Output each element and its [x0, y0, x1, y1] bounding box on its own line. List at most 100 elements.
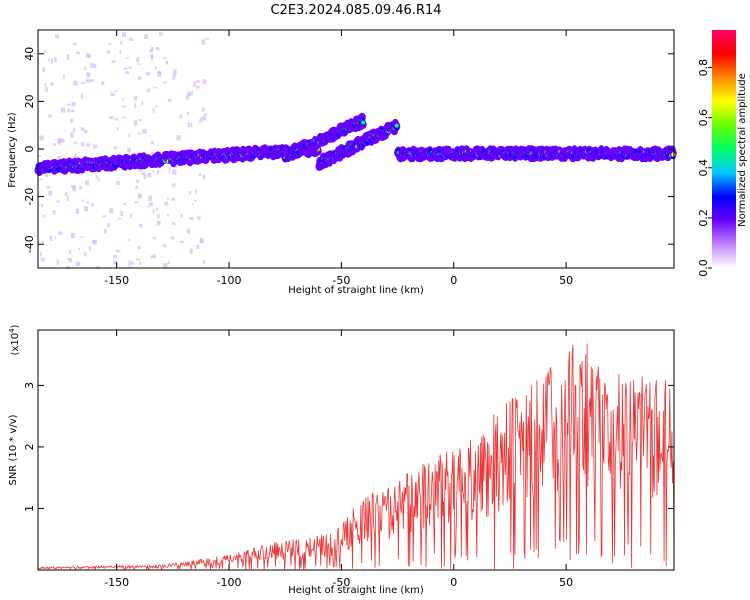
spectrogram-speckle	[202, 260, 206, 264]
spectrogram-speckle	[138, 261, 142, 265]
spectrogram-speckle	[166, 214, 169, 217]
colorbar-ticks: 0.0 0.2 0.4 0.6 0.8	[697, 59, 712, 277]
spectrogram-speckle	[137, 76, 142, 80]
spectrogram-panel: -150 -100 -50 0 50 40 20 0 -20 -40 Height of str…	[7, 29, 677, 296]
colorbar-tick-label: 0.6	[697, 109, 710, 127]
spectrogram-speckle	[157, 214, 160, 219]
spectrogram-speckle	[48, 114, 52, 118]
spectrogram-speckle	[119, 49, 122, 55]
snr-frame	[37, 329, 675, 571]
spectrogram-speckle	[38, 178, 42, 181]
spectrogram-speckle	[203, 113, 208, 116]
spectrogram-speckle	[125, 71, 130, 75]
snr-y-tick-label: 2	[23, 443, 36, 450]
spectrogram-speckle	[43, 49, 46, 53]
spectrogram-y-tick-label: 0	[23, 146, 36, 153]
spectrogram-speckle	[80, 93, 84, 99]
spectrogram-speckle	[74, 155, 80, 159]
spectrogram-speckle	[167, 98, 172, 102]
spectrogram-speckle	[57, 141, 61, 145]
spectrogram-speckle	[75, 208, 80, 215]
snr-x-tick-label: 50	[559, 576, 573, 589]
spectrogram-speckle	[60, 107, 66, 113]
spectrogram-speckle	[137, 193, 142, 199]
spectrogram-speckle	[187, 91, 191, 97]
spectrogram-speckle	[72, 128, 76, 133]
spectrogram-speckle	[102, 215, 106, 218]
spectrogram-speckle	[93, 239, 97, 245]
spectrogram-speckle	[42, 214, 46, 218]
spectrogram-speckle	[180, 214, 183, 218]
spectrogram-speckle	[147, 205, 150, 208]
spectrogram-speckle	[66, 54, 70, 60]
spectrogram-speckle	[167, 260, 170, 265]
spectrogram-speckle	[171, 222, 176, 225]
spectrogram-speckle	[92, 63, 97, 69]
spectrogram-speckle	[135, 185, 139, 189]
spectrogram-speckle	[120, 211, 123, 216]
spectrogram-speckle	[113, 146, 118, 150]
spectrogram-speckle	[79, 185, 83, 190]
snr-x-ticks: -150 -100 -50 0 50	[104, 330, 573, 589]
spectrogram-speckle	[70, 132, 74, 138]
spectrogram-speckle	[58, 231, 63, 235]
spectrogram-speckle	[195, 85, 200, 89]
spectrogram-speckle	[163, 81, 168, 84]
spectrogram-speckle	[40, 203, 44, 207]
spectrogram-x-ticks: -150 -100 -50 0 50	[104, 30, 573, 287]
snr-series-line	[37, 343, 675, 571]
spectrogram-speckle	[103, 229, 107, 234]
spectrogram-speckle	[80, 142, 85, 147]
spectrogram-speckle	[143, 174, 147, 180]
spectrogram-speckle	[141, 172, 146, 175]
spectrogram-speckle	[174, 163, 178, 168]
spectrogram-y-ticks: 40 20 0 -20 -40	[23, 47, 674, 253]
spectrogram-speckle	[70, 118, 74, 123]
spectrogram-speckle	[190, 122, 193, 127]
spectrogram-speckle	[155, 105, 158, 108]
spectrogram-speckle	[56, 259, 59, 265]
spectrogram-speckle	[57, 138, 62, 143]
spectrogram-speckle	[172, 73, 176, 78]
spectrogram-x-tick-label: -150	[104, 274, 129, 287]
spectrogram-speckle	[74, 153, 77, 158]
spectrogram-speckle	[198, 173, 202, 176]
spectrogram-speckle	[73, 42, 77, 46]
spectrogram-y-tick-label: 20	[23, 94, 36, 108]
spectrogram-speckle	[164, 201, 168, 206]
spectrogram-speckle	[149, 49, 153, 53]
spectrogram-speckle	[149, 202, 153, 206]
colorbar-tick-label: 0.0	[697, 259, 710, 277]
spectrogram-speckle	[73, 141, 78, 144]
colorbar-tick-label: 0.8	[697, 59, 710, 77]
spectrogram-heatmap	[34, 32, 677, 270]
spectrogram-speckle	[153, 86, 158, 89]
spectrogram-speckle	[148, 195, 152, 201]
snr-x-tick-label: 0	[450, 576, 457, 589]
spectrogram-speckle	[72, 185, 76, 192]
spectrogram-speckle	[55, 200, 60, 203]
spectrogram-speckle	[171, 197, 176, 201]
spectrogram-speckle	[122, 105, 126, 108]
spectrogram-speckle	[42, 67, 46, 73]
spectrogram-speckle	[152, 107, 155, 113]
spectrogram-speckle	[110, 92, 115, 97]
spectrogram-cell	[394, 123, 399, 128]
spectrogram-speckle	[131, 261, 134, 265]
spectrogram-speckle	[117, 217, 122, 220]
spectrogram-speckle	[163, 263, 168, 269]
spectrogram-speckle	[144, 34, 149, 39]
spectrogram-speckle	[86, 201, 90, 204]
spectrogram-speckle	[67, 196, 69, 201]
spectrogram-speckle	[101, 81, 105, 85]
spectrogram-speckle	[116, 181, 120, 186]
spectrogram-speckle	[52, 210, 56, 215]
spectrogram-speckle	[157, 71, 162, 77]
spectrogram-speckle	[40, 257, 45, 262]
spectrogram-speckle	[138, 168, 142, 172]
spectrogram-speckle	[145, 72, 150, 76]
spectrogram-speckle	[137, 132, 142, 135]
spectrogram-speckle	[80, 82, 85, 84]
spectrogram-speckle	[179, 240, 184, 244]
spectrogram-speckle	[90, 63, 93, 68]
